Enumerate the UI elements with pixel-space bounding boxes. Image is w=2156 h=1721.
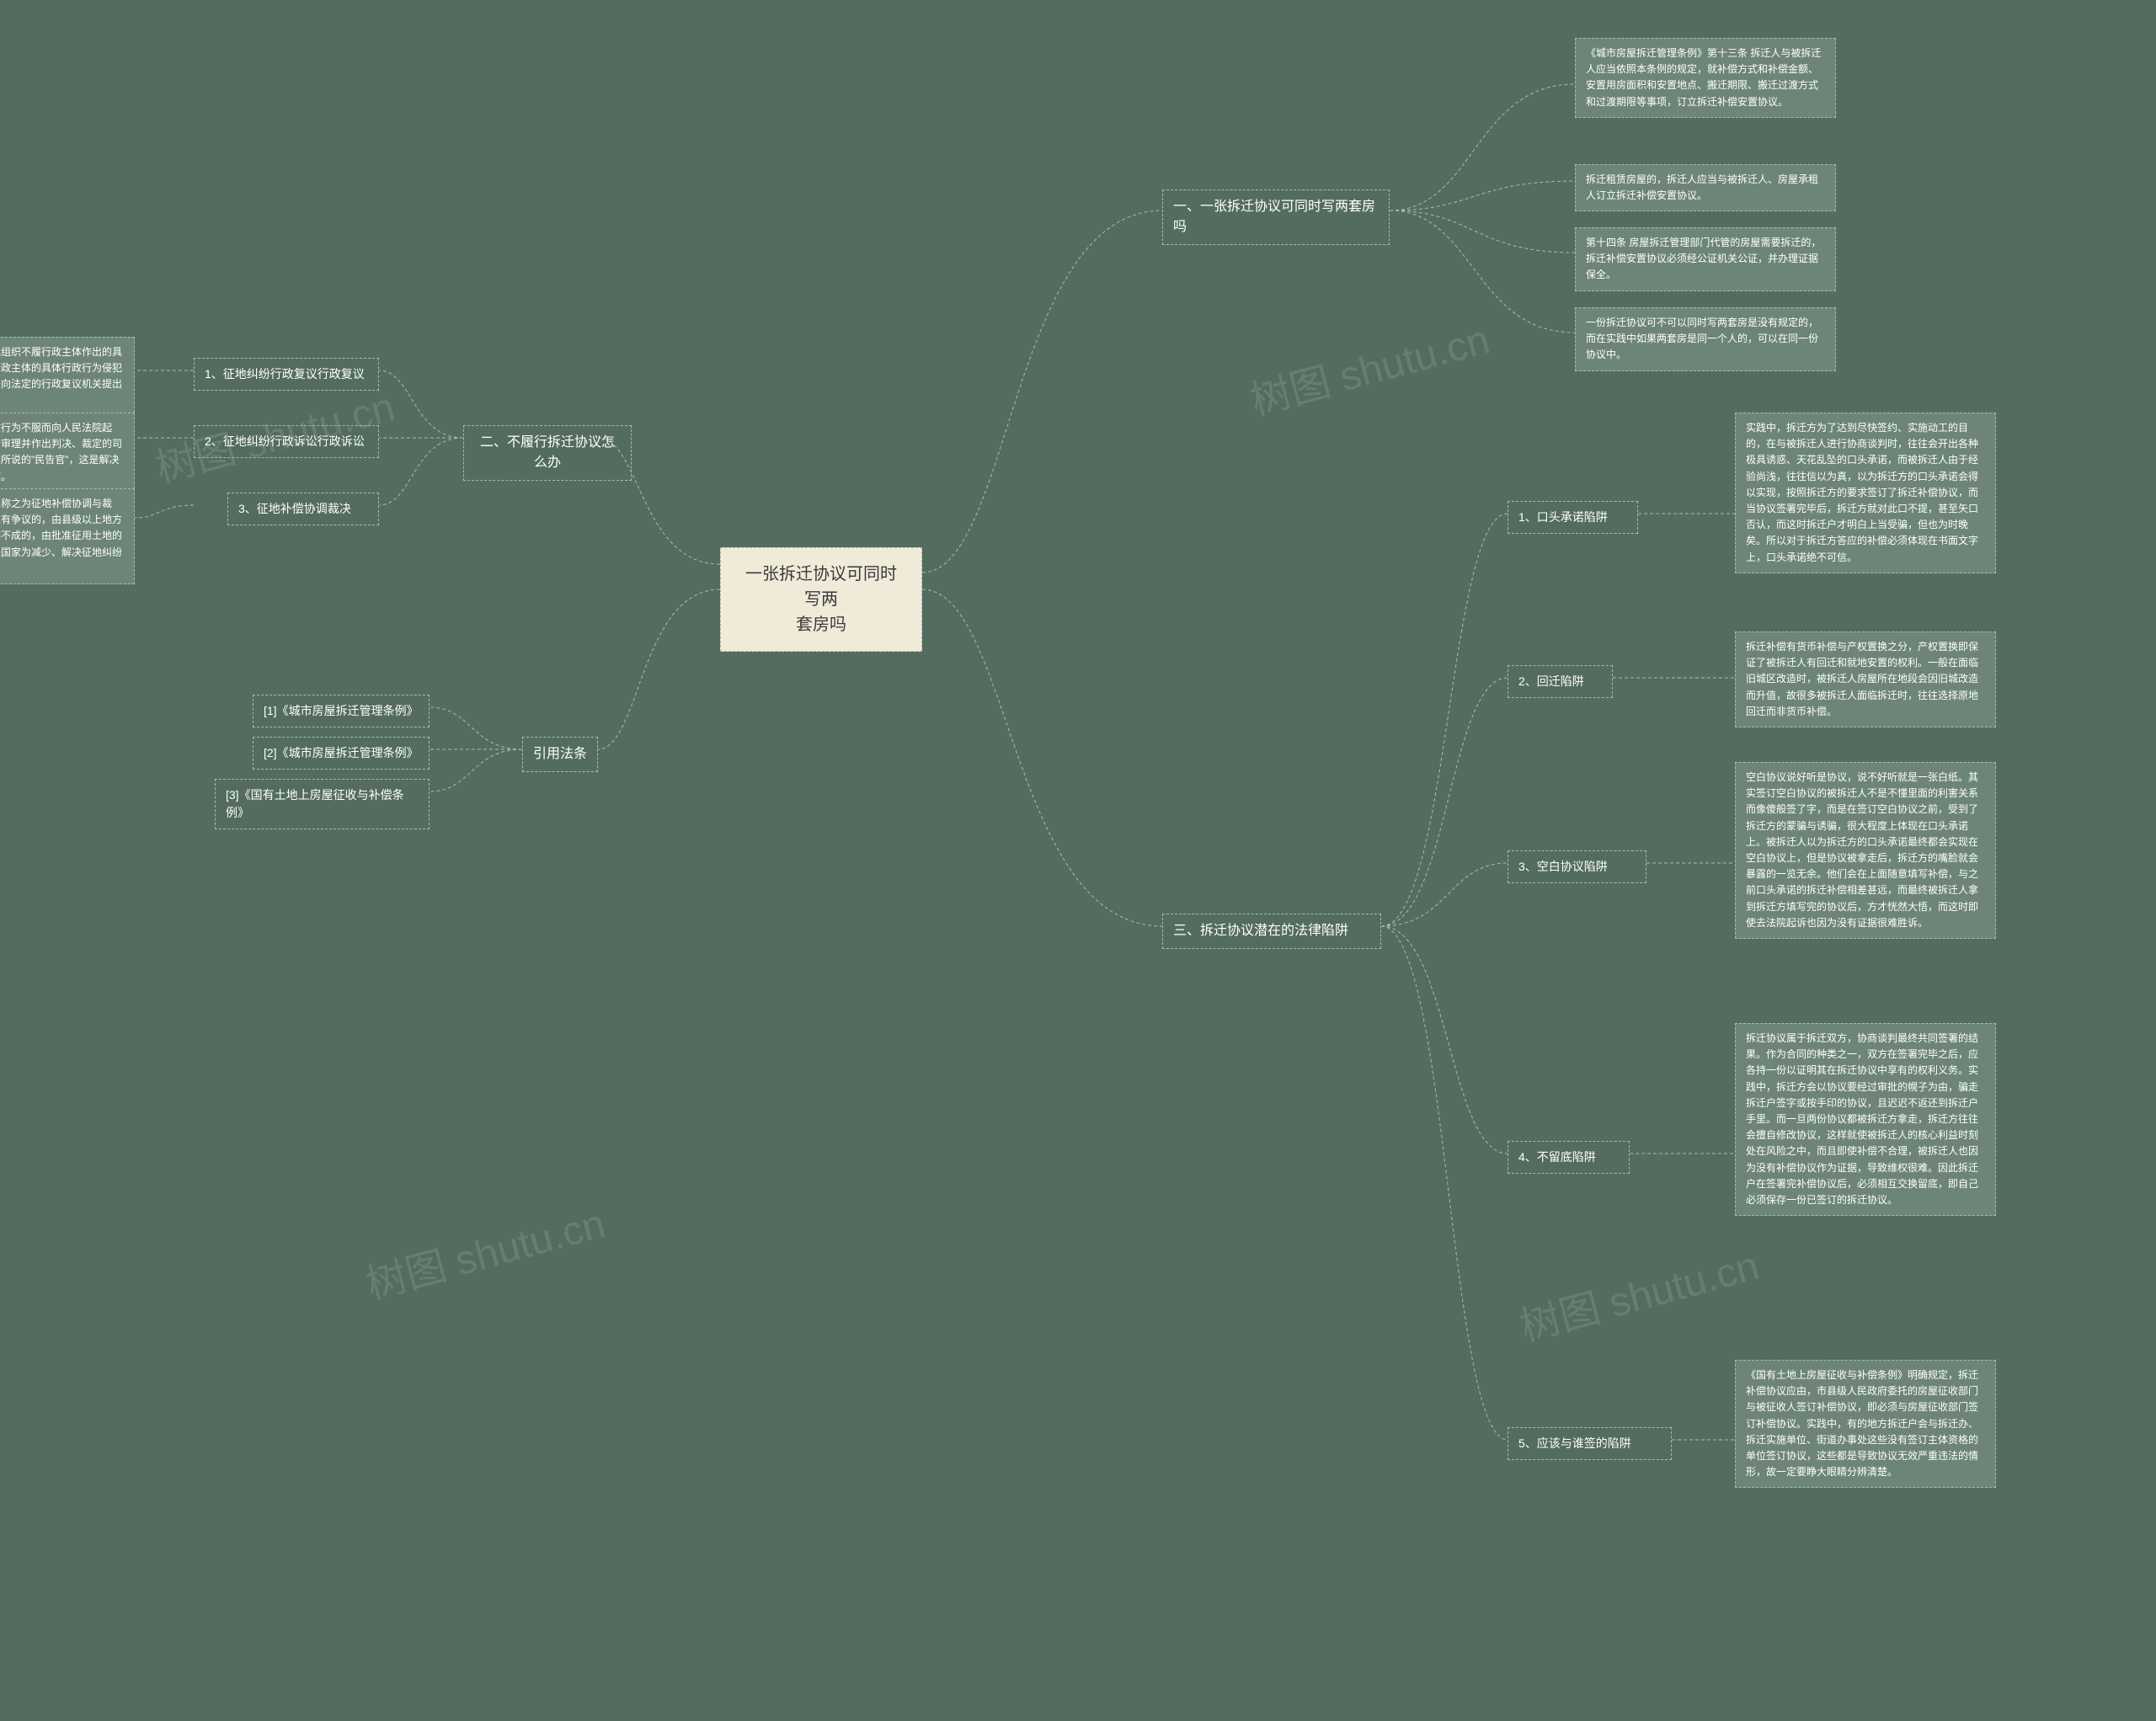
sub-node: 2、回迁陷阱: [1508, 665, 1613, 698]
branch-right-1: 一、一张拆迁协议可同时写两套房 吗: [1162, 189, 1390, 245]
sub-node: 1、征地纠纷行政复议行政复议: [194, 358, 379, 391]
sub-node: 3、征地补偿协调裁决: [227, 493, 379, 525]
ref-item: [2]《城市房屋拆迁管理条例》: [253, 737, 430, 770]
leaf: 一份拆迁协议可不可以同时写两套房是没有规定的，而在实践中如果两套房是同一个人的，…: [1575, 307, 1836, 371]
sub-node: 5、应该与谁签的陷阱: [1508, 1427, 1672, 1460]
leaf: 拆迁补偿有货币补偿与产权置换之分，产权置换即保证了被拆迁人有回迁和就地安置的权利…: [1735, 631, 1996, 727]
watermark: 树图 shutu.cn: [1513, 1233, 1764, 1353]
leaf: 实践中，拆迁方为了达到尽快签约、实施动工的目的，在与被拆迁人进行协商谈判时，往往…: [1735, 413, 1996, 573]
leaf: 征地补偿裁决也可以称之为征地补偿协调与裁决，是指对补偿标准有争议的，由县级以上地…: [0, 488, 135, 584]
branch-right-3: 三、拆迁协议潜在的法律陷阱: [1162, 914, 1381, 949]
ref-item: [3]《国有土地上房屋征收与补偿条例》: [215, 779, 430, 829]
watermark: 树图 shutu.cn: [359, 1191, 611, 1311]
watermark: 树图 shutu.cn: [1243, 306, 1495, 427]
leaf: 《城市房屋拆迁管理条例》第十三条 拆迁人与被拆迁人应当依照本条例的规定，就补偿方…: [1575, 38, 1836, 118]
ref-item: [1]《城市房屋拆迁管理条例》: [253, 695, 430, 727]
leaf: 拆迁租赁房屋的，拆迁人应当与被拆迁人、房屋承租人订立拆迁补偿安置协议。: [1575, 164, 1836, 211]
branch-label: 引用法条: [533, 747, 587, 761]
branch-left-ref: 引用法条: [522, 737, 598, 772]
sub-node: 1、口头承诺陷阱: [1508, 501, 1638, 534]
sub-node: 4、不留底陷阱: [1508, 1141, 1630, 1174]
branch-label: 二、不履行拆迁协议怎么办: [480, 435, 615, 470]
branch-label: 三、拆迁协议潜在的法律陷阱: [1173, 924, 1348, 938]
leaf: 拆迁协议属于拆迁双方，协商谈判最终共同签署的结果。作为合同的种类之一，双方在签署…: [1735, 1023, 1996, 1216]
leaf: 公民、法人或者其他组织不履行政主体作出的具体行政行为，认为行政主体的具体行政行为…: [0, 337, 135, 417]
root-label: 一张拆迁协议可同时写两 套房吗: [745, 565, 897, 634]
leaf: 第十四条 房屋拆迁管理部门代管的房屋需要拆迁的，拆迁补偿安置协议必须经公证机关公…: [1575, 227, 1836, 291]
leaf: 《国有土地上房屋征收与补偿条例》明确规定，拆迁补偿协议应由，市县级人民政府委托的…: [1735, 1360, 1996, 1488]
leaf: 空白协议说好听是协议，说不好听就是一张白纸。其实签订空白协议的被拆迁人不是不懂里…: [1735, 762, 1996, 939]
branch-label: 一、一张拆迁协议可同时写两套房 吗: [1173, 200, 1375, 234]
branch-left-2: 二、不履行拆迁协议怎么办: [463, 425, 632, 481]
root-node: 一张拆迁协议可同时写两 套房吗: [720, 547, 922, 652]
sub-node: 2、征地纠纷行政诉讼行政诉讼: [194, 425, 379, 458]
leaf: 公民法人对具体行政行为不服而向人民法院起诉，有人民法院进行审理并作出判决、裁定的…: [0, 413, 135, 493]
sub-node: 3、空白协议陷阱: [1508, 850, 1646, 883]
